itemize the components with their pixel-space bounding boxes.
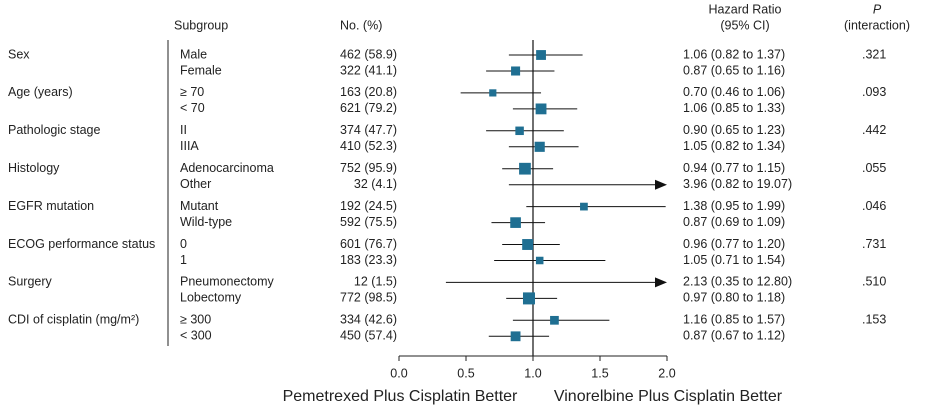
x-label-left: Pemetrexed Plus Cisplatin Better (283, 388, 518, 405)
count: 192 (24.5) (340, 199, 397, 213)
subgroup: Other (180, 177, 211, 191)
hr-square (515, 126, 524, 136)
ci-label: 1.06 (0.85 to 1.33) (683, 101, 785, 115)
group-name: Pathologic stage (8, 123, 100, 137)
count: 334 (42.6) (340, 313, 397, 327)
ci-label: 0.70 (0.46 to 1.06) (683, 85, 785, 99)
count: 601 (76.7) (340, 237, 397, 251)
ci-label: 1.05 (0.71 to 1.54) (683, 253, 785, 267)
hr-square (550, 315, 559, 325)
count: 450 (57.4) (340, 329, 397, 343)
p-value: .442 (862, 123, 886, 137)
group-name: Histology (8, 161, 60, 175)
header-interaction: (interaction) (844, 18, 910, 32)
count: 32 (4.1) (354, 177, 397, 191)
subgroup: Female (180, 63, 222, 77)
p-value: .093 (862, 85, 886, 99)
group-name: Age (years) (8, 85, 73, 99)
x-tick-label: 1.0 (524, 366, 541, 380)
p-value: .055 (862, 161, 886, 175)
group-name: ECOG performance status (8, 237, 155, 251)
ci-label: 1.06 (0.82 to 1.37) (683, 47, 785, 61)
header-subgroup: Subgroup (174, 18, 228, 32)
hr-square (535, 103, 547, 115)
group-name: Sex (8, 47, 30, 61)
count: 772 (98.5) (340, 291, 397, 305)
count: 183 (23.3) (340, 253, 397, 267)
group-name: EGFR mutation (8, 199, 94, 213)
ci-arrow (655, 179, 667, 190)
subgroup: 1 (180, 253, 187, 267)
p-value: .046 (862, 199, 886, 213)
p-value: .153 (862, 313, 886, 327)
group-name: CDI of cisplatin (mg/m²) (8, 313, 139, 327)
ci-label: 3.96 (0.82 to 19.07) (683, 177, 792, 191)
subgroup: ≥ 70 (180, 85, 204, 99)
count: 410 (52.3) (340, 139, 397, 153)
p-value: .510 (862, 275, 886, 289)
ci-label: 0.90 (0.65 to 1.23) (683, 123, 785, 137)
ci-arrow (655, 277, 667, 288)
hr-square (535, 256, 544, 265)
ci-label: 0.87 (0.65 to 1.16) (683, 63, 785, 77)
header-p: P (873, 2, 882, 16)
x-tick-label: 0.0 (390, 366, 407, 380)
header-hr: Hazard Ratio (709, 2, 782, 16)
hr-square (489, 89, 497, 97)
x-tick-label: 1.5 (591, 366, 608, 380)
ci-label: 0.97 (0.80 to 1.18) (683, 291, 785, 305)
hr-square (511, 66, 521, 76)
ci-label: 0.96 (0.77 to 1.20) (683, 237, 785, 251)
x-tick-label: 2.0 (658, 366, 675, 380)
ci-label: 0.87 (0.67 to 1.12) (683, 329, 785, 343)
ci-label: 1.05 (0.82 to 1.34) (683, 139, 785, 153)
count: 322 (41.1) (340, 63, 397, 77)
x-tick-label: 0.5 (457, 366, 474, 380)
ci-label: 2.13 (0.35 to 12.80) (683, 275, 792, 289)
subgroup: II (180, 123, 187, 137)
count: 621 (79.2) (340, 101, 397, 115)
x-label-right: Vinorelbine Plus Cisplatin Better (554, 388, 783, 405)
subgroup: Lobectomy (180, 291, 242, 305)
count: 374 (47.7) (340, 123, 397, 137)
subgroup: Male (180, 47, 207, 61)
count: 12 (1.5) (354, 275, 397, 289)
ci-label: 1.16 (0.85 to 1.57) (683, 313, 785, 327)
count: 752 (95.9) (340, 161, 397, 175)
header-n: No. (%) (340, 18, 382, 32)
hr-square (510, 217, 521, 228)
subgroup: 0 (180, 237, 187, 251)
p-value: .321 (862, 47, 886, 61)
count: 462 (58.9) (340, 47, 397, 61)
hr-square (534, 141, 545, 152)
group-name: Surgery (8, 275, 53, 289)
hr-square (580, 202, 588, 211)
hr-square (522, 292, 535, 305)
hr-square (522, 239, 534, 250)
subgroup: ≥ 300 (180, 313, 211, 327)
ci-label: 1.38 (0.95 to 1.99) (683, 199, 785, 213)
hr-square (519, 162, 531, 175)
subgroup: Wild-type (180, 215, 232, 229)
header-ci: (95% CI) (720, 18, 769, 32)
hr-square (536, 50, 546, 60)
p-value: .731 (862, 237, 886, 251)
ci-label: 0.94 (0.77 to 1.15) (683, 161, 785, 175)
subgroup: Adenocarcinoma (180, 161, 274, 175)
subgroup: Pneumonectomy (180, 275, 275, 289)
subgroup: < 300 (180, 329, 212, 343)
subgroup: IIIA (180, 139, 199, 153)
count: 163 (20.8) (340, 85, 397, 99)
hr-square (510, 331, 521, 342)
subgroup: Mutant (180, 199, 219, 213)
subgroup: < 70 (180, 101, 205, 115)
count: 592 (75.5) (340, 215, 397, 229)
ci-label: 0.87 (0.69 to 1.09) (683, 215, 785, 229)
